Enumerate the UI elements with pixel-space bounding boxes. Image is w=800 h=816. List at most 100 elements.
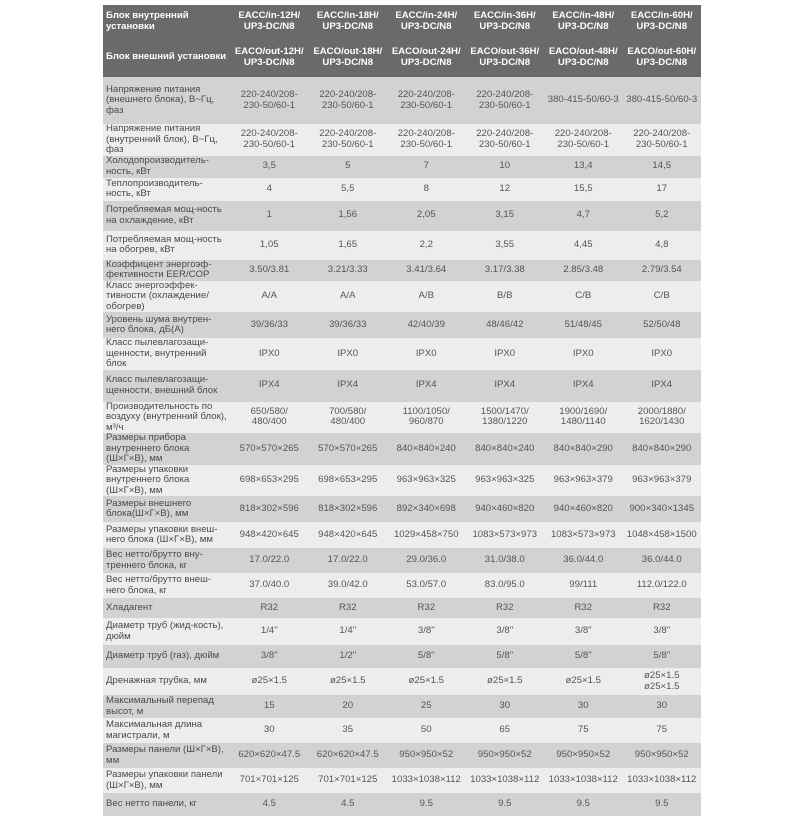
specifications-table: Блок внутренний установки EACC/in-12H/ UP… bbox=[103, 5, 701, 816]
cell-model-4: 83.0/95.0 bbox=[465, 573, 544, 598]
cell-model-6: IPX0 bbox=[622, 338, 701, 370]
cell-model-3: 220-240/208- 230-50/60-1 bbox=[387, 124, 466, 156]
cell-model-5: 4,7 bbox=[544, 200, 623, 231]
cell-model-4: 963×963×325 bbox=[465, 464, 544, 496]
row-label: Класс пылевлагозащи-щенности, внешний бл… bbox=[103, 369, 230, 402]
cell-model-3: 3/8" bbox=[387, 618, 466, 645]
cell-model-2: 17.0/22.0 bbox=[308, 548, 387, 573]
row-label: Производительность по воздуху (внутренни… bbox=[103, 401, 230, 433]
cell-model-5: 1083×573×973 bbox=[544, 522, 623, 548]
cell-model-2: 20 bbox=[308, 695, 387, 718]
cell-model-1: 1/4" bbox=[230, 618, 309, 645]
table-row: Потребляемая мощ-ность на обогрев, кВт 1,… bbox=[103, 230, 701, 260]
cell-model-3: 42/40/39 bbox=[387, 312, 466, 338]
cell-model-3: 29.0/36.0 bbox=[387, 548, 466, 573]
table-row: Напряжение питания (внешнего блока), В~Г… bbox=[103, 77, 701, 124]
table-row: Размеры упаковки панели (Ш×Г×В), мм 701×7… bbox=[103, 768, 701, 793]
cell-model-5: ø25×1.5 bbox=[544, 668, 623, 695]
table-row: Дренажная трубка, мм ø25×1.5 ø25×1.5 ø25×1.… bbox=[103, 668, 701, 695]
cell-model-3: 53.0/57.0 bbox=[387, 573, 466, 598]
cell-model-2: 698×653×295 bbox=[308, 464, 387, 496]
row-label: Хладагент bbox=[103, 598, 230, 618]
cell-model-3: 50 bbox=[387, 718, 466, 743]
cell-model-4: 9.5 bbox=[465, 793, 544, 816]
row-label: Потребляемая мощ-ность на обогрев, кВт bbox=[103, 230, 230, 260]
cell-model-4: EACO/out-36H/ UP3-DC/N8 bbox=[465, 38, 544, 77]
row-label: Вес нетто/брутто вну-треннего блока, кг bbox=[103, 548, 230, 573]
cell-model-6: IPX4 bbox=[622, 369, 701, 402]
cell-model-6: 112.0/122.0 bbox=[622, 573, 701, 598]
cell-model-3: 2,05 bbox=[387, 200, 466, 231]
cell-model-2: 570×570×265 bbox=[308, 433, 387, 465]
cell-model-3: 2,2 bbox=[387, 230, 466, 260]
cell-model-1: 4.5 bbox=[230, 793, 309, 816]
cell-model-2: 39.0/42.0 bbox=[308, 573, 387, 598]
cell-model-2: 701×701×125 bbox=[308, 768, 387, 793]
cell-model-6: EACC/in-60H/ UP3-DC/N8 bbox=[622, 5, 701, 38]
cell-model-1: EACC/in-12H/ UP3-DC/N8 bbox=[230, 5, 309, 38]
cell-model-5: 1033×1038×112 bbox=[544, 768, 623, 793]
row-label: Размеры упаковки панели (Ш×Г×В), мм bbox=[103, 768, 230, 793]
cell-model-6: 9.5 bbox=[622, 793, 701, 816]
cell-model-5: IPX4 bbox=[544, 369, 623, 402]
cell-model-1: R32 bbox=[230, 598, 309, 618]
row-label: Потребляемая мощ-ность на охлаждение, кВ… bbox=[103, 200, 230, 231]
cell-model-5: 220-240/208- 230-50/60-1 bbox=[544, 124, 623, 156]
cell-model-6: C/B bbox=[622, 280, 701, 312]
cell-model-6: 5,2 bbox=[622, 200, 701, 231]
cell-model-4: EACC/in-36H/ UP3-DC/N8 bbox=[465, 5, 544, 38]
table-row: Напряжение питания (внутренний блок), В~… bbox=[103, 124, 701, 156]
cell-model-1: 1,05 bbox=[230, 230, 309, 260]
cell-model-4: 1033×1038×112 bbox=[465, 768, 544, 793]
cell-model-3: 9.5 bbox=[387, 793, 466, 816]
cell-model-2: A/A bbox=[308, 280, 387, 312]
cell-model-4: 10 bbox=[465, 155, 544, 178]
cell-model-1: 15 bbox=[230, 695, 309, 718]
cell-model-5: R32 bbox=[544, 598, 623, 618]
cell-model-1: 701×701×125 bbox=[230, 768, 309, 793]
cell-model-5: EACO/out-48H/ UP3-DC/N8 bbox=[544, 38, 623, 77]
cell-model-5: 30 bbox=[544, 695, 623, 718]
header-row: Блок внутренний установки EACC/in-12H/ UP… bbox=[103, 5, 701, 38]
row-label: Напряжение питания (внутренний блок), В~… bbox=[103, 124, 230, 156]
cell-model-2: 220-240/208- 230-50/60-1 bbox=[308, 77, 387, 124]
cell-model-2: 948×420×645 bbox=[308, 522, 387, 548]
cell-model-5: EACC/in-48H/ UP3-DC/N8 bbox=[544, 5, 623, 38]
cell-model-5: 380-415-50/60-3 bbox=[544, 77, 623, 124]
cell-model-1: 3,5 bbox=[230, 155, 309, 178]
row-label: Максимальный перепад высот, м bbox=[103, 695, 230, 718]
cell-model-4: IPX0 bbox=[465, 338, 544, 370]
cell-model-1: 948×420×645 bbox=[230, 522, 309, 548]
cell-model-6: 2000/1880/ 1620/1430 bbox=[622, 401, 701, 433]
cell-model-2: IPX0 bbox=[308, 338, 387, 370]
table-row: Диаметр труб (жид-кость), дюйм 1/4" 1/4" 3/… bbox=[103, 618, 701, 645]
cell-model-3: EACC/in-24H/ UP3-DC/N8 bbox=[387, 5, 466, 38]
cell-model-2: 220-240/208- 230-50/60-1 bbox=[308, 124, 387, 156]
row-label: Напряжение питания (внешнего блока), В~Г… bbox=[103, 77, 230, 124]
cell-model-3: 1033×1038×112 bbox=[387, 768, 466, 793]
cell-model-1: 698×653×295 bbox=[230, 464, 309, 496]
cell-model-2: 4.5 bbox=[308, 793, 387, 816]
cell-model-1: 3/8" bbox=[230, 645, 309, 668]
cell-model-5: 36.0/44.0 bbox=[544, 548, 623, 573]
cell-model-2: 5 bbox=[308, 155, 387, 178]
cell-model-3: IPX4 bbox=[387, 369, 466, 402]
cell-model-2: IPX4 bbox=[308, 369, 387, 402]
cell-model-6: 52/50/48 bbox=[622, 312, 701, 338]
cell-model-1: 37.0/40.0 bbox=[230, 573, 309, 598]
row-label: Блок внешний установки bbox=[103, 38, 230, 77]
cell-model-2: EACC/in-18H/ UP3-DC/N8 bbox=[308, 5, 387, 38]
cell-model-6: ø25×1.5 ø25×1.5 bbox=[622, 668, 701, 695]
table-row: Хладагент R32 R32 R32 R32 R32 R32 bbox=[103, 598, 701, 618]
cell-model-5: 75 bbox=[544, 718, 623, 743]
cell-model-5: 5/8" bbox=[544, 645, 623, 668]
cell-model-4: B/B bbox=[465, 280, 544, 312]
table-row: Вес нетто панели, кг 4.5 4.5 9.5 9.5 9.5 9.5 bbox=[103, 793, 701, 816]
table-row: Теплопроизводитель-ность, кВт 4 5,5 8 12 15,5… bbox=[103, 177, 701, 201]
table-row: Размеры упаковки внеш-него блока (Ш×Г×В)… bbox=[103, 522, 701, 548]
table-row: Размеры прибора внутреннего блока (Ш×Г×В… bbox=[103, 433, 701, 465]
row-label: Холодопроизводитель-ность, кВт bbox=[103, 155, 230, 178]
cell-model-4: 3,55 bbox=[465, 230, 544, 260]
cell-model-4: 3.17/3.38 bbox=[465, 259, 544, 281]
row-label: Размеры упаковки внутреннего блока (Ш×Г×… bbox=[103, 464, 230, 496]
